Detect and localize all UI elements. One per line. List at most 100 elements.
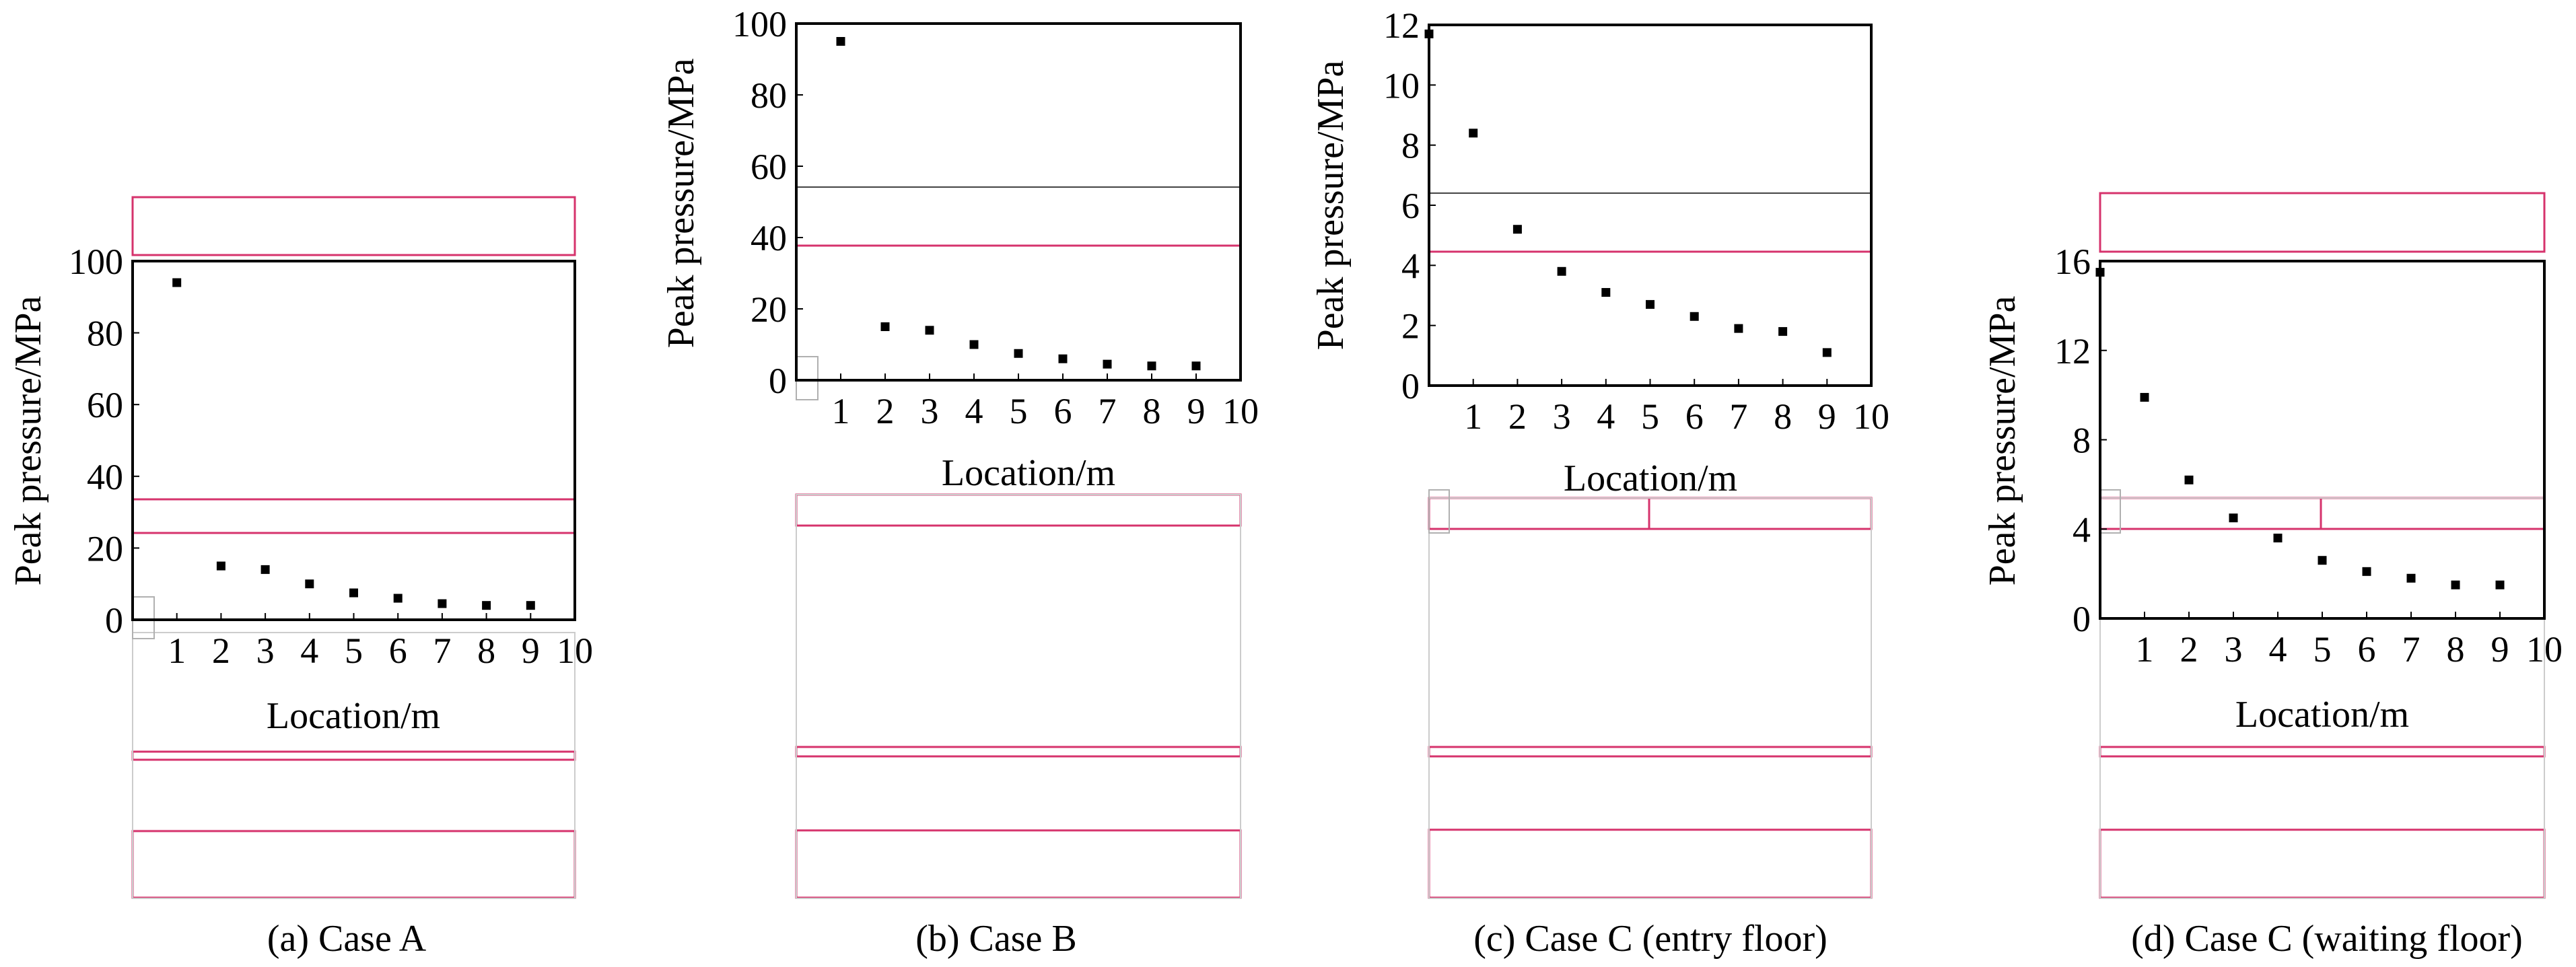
x-tick-label: 2 bbox=[212, 631, 230, 671]
panel-b: 0 20 40 60 80 100 1 2 3 4 5 6 7 8 9 10 Peak pressure/MP… bbox=[660, 4, 1259, 960]
overlay-box bbox=[796, 356, 819, 400]
x-tick-label: 9 bbox=[522, 631, 540, 671]
overlay-box bbox=[2099, 828, 2546, 899]
x-tick-label: 2 bbox=[1508, 396, 1527, 437]
x-tick-label: 9 bbox=[1187, 391, 1206, 431]
y-tick-label: 0 bbox=[769, 361, 787, 401]
x-tick-label: 6 bbox=[389, 631, 407, 671]
y-tick-label: 60 bbox=[751, 147, 787, 187]
x-tick-label: 4 bbox=[1597, 396, 1615, 437]
data-point bbox=[1512, 225, 1522, 234]
plot-frame bbox=[795, 22, 1242, 382]
data-point bbox=[1058, 354, 1068, 363]
panel-a-data-points bbox=[172, 278, 535, 610]
panel-a-axis-ticks: 0 20 40 60 80 100 1 2 3 4 5 6 7 8 9 10 bbox=[69, 242, 593, 671]
overlay-box bbox=[131, 196, 576, 256]
y-tick-label: 12 bbox=[1383, 5, 1420, 46]
x-axis-label: Location/m bbox=[1564, 458, 1737, 499]
overlay-box bbox=[795, 829, 1242, 899]
panel-caption: (b) Case B bbox=[915, 918, 1077, 960]
x-tick-label: 10 bbox=[557, 631, 593, 671]
data-point bbox=[2184, 475, 2194, 485]
y-axis-label: Peak pressure/MPa bbox=[1310, 60, 1352, 350]
data-point bbox=[880, 322, 890, 331]
data-point bbox=[2273, 534, 2283, 543]
panel-c-overlay-boxes bbox=[1428, 192, 1873, 899]
y-tick-label: 40 bbox=[87, 457, 123, 497]
x-tick-label: 10 bbox=[1222, 391, 1259, 431]
panel-b-axis-ticks: 0 20 40 60 80 100 1 2 3 4 5 6 7 8 9 10 bbox=[732, 4, 1259, 431]
data-point bbox=[1424, 29, 1434, 38]
x-tick-label: 2 bbox=[2180, 629, 2198, 670]
data-point bbox=[1601, 288, 1611, 297]
y-tick-label: 8 bbox=[2073, 421, 2091, 461]
x-tick-label: 9 bbox=[1818, 396, 1836, 437]
data-point bbox=[1191, 361, 1201, 371]
x-tick-label: 7 bbox=[1099, 391, 1117, 431]
x-tick-label: 6 bbox=[2358, 629, 2376, 670]
y-tick-label: 4 bbox=[1401, 246, 1420, 286]
y-tick-label: 12 bbox=[2054, 331, 2091, 371]
data-point bbox=[1557, 266, 1566, 276]
overlay-box bbox=[131, 750, 576, 761]
plot-frame bbox=[2099, 260, 2546, 620]
y-tick-label: 0 bbox=[1401, 366, 1420, 406]
overlay-box bbox=[1428, 746, 1873, 758]
x-tick-label: 7 bbox=[433, 631, 451, 671]
panel-a: 0 20 40 60 80 100 1 2 3 4 5 6 7 8 9 10 Peak pressure/MP… bbox=[7, 196, 593, 960]
overlay-box bbox=[1428, 489, 1450, 534]
data-point bbox=[172, 278, 182, 287]
data-point bbox=[1103, 359, 1112, 369]
y-tick-label: 40 bbox=[751, 218, 787, 258]
x-tick-label: 4 bbox=[965, 391, 983, 431]
data-point bbox=[1469, 129, 1478, 138]
x-tick-label: 5 bbox=[1641, 396, 1659, 437]
panel-caption: (a) Case A bbox=[267, 918, 427, 960]
y-tick-label: 0 bbox=[2073, 599, 2091, 639]
y-tick-label: 16 bbox=[2054, 242, 2091, 282]
panel-d-overlay-boxes bbox=[2099, 192, 2546, 899]
panel-c-data-points bbox=[1424, 29, 1832, 357]
y-tick-label: 80 bbox=[87, 314, 123, 354]
data-point bbox=[1014, 349, 1023, 358]
data-point bbox=[260, 565, 270, 574]
x-tick-label: 5 bbox=[1010, 391, 1028, 431]
y-tick-label: 6 bbox=[1401, 186, 1420, 226]
overlay-box bbox=[2099, 497, 2545, 899]
plot-frame bbox=[131, 260, 576, 621]
overlay-box bbox=[795, 746, 1242, 758]
plot-frame bbox=[1428, 24, 1873, 387]
x-axis-label: Location/m bbox=[267, 695, 440, 737]
data-point bbox=[2362, 567, 2371, 576]
y-tick-label: 0 bbox=[105, 600, 123, 641]
data-point bbox=[1147, 361, 1156, 371]
y-axis-label: Peak pressure/MPa bbox=[7, 295, 49, 585]
x-tick-label: 10 bbox=[2526, 629, 2563, 670]
data-point bbox=[393, 594, 403, 603]
overlay-box bbox=[2099, 746, 2546, 758]
x-tick-label: 8 bbox=[1143, 391, 1161, 431]
data-point bbox=[2140, 392, 2149, 402]
y-tick-label: 10 bbox=[1383, 65, 1420, 106]
y-axis-label: Peak pressure/MPa bbox=[660, 58, 702, 348]
data-point bbox=[1646, 299, 1655, 309]
panel-caption: (d) Case C (waiting floor) bbox=[2131, 918, 2523, 960]
x-tick-label: 6 bbox=[1054, 391, 1072, 431]
x-tick-label: 1 bbox=[2136, 629, 2154, 670]
data-point bbox=[2451, 580, 2460, 589]
x-tick-label: 8 bbox=[1774, 396, 1792, 437]
x-tick-label: 1 bbox=[832, 391, 850, 431]
y-tick-label: 20 bbox=[751, 289, 787, 330]
data-point bbox=[2095, 268, 2105, 277]
overlay-box bbox=[1428, 828, 1873, 899]
x-tick-label: 5 bbox=[2313, 629, 2332, 670]
x-tick-label: 3 bbox=[256, 631, 275, 671]
data-point bbox=[438, 599, 447, 608]
panel-b-data-points bbox=[836, 37, 1201, 371]
overlay-box bbox=[2099, 192, 2546, 253]
x-axis-label: Location/m bbox=[2235, 694, 2409, 736]
overlay-box bbox=[132, 632, 576, 899]
panel-d-data-points bbox=[2095, 268, 2505, 589]
